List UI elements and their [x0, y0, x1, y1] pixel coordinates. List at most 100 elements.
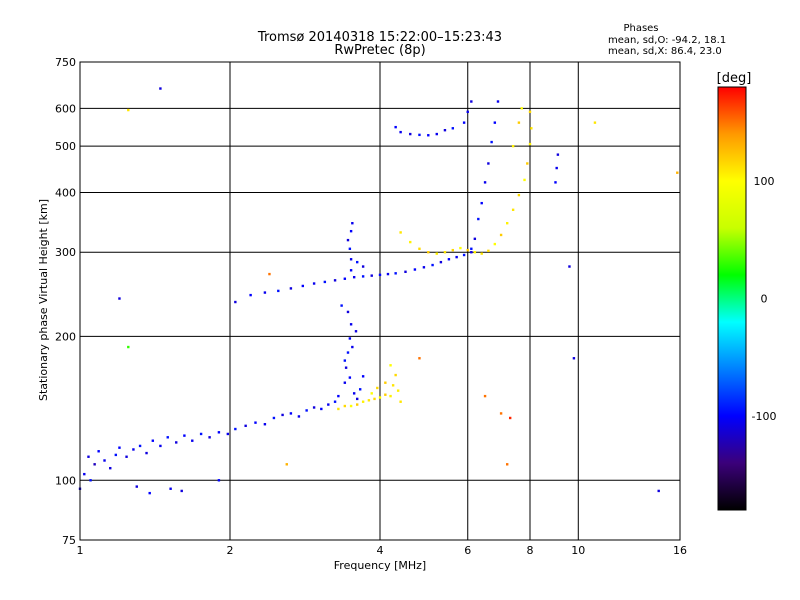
data-point [254, 421, 257, 424]
colorbar-tick-label: -100 [752, 410, 777, 423]
data-point [480, 201, 483, 205]
data-point [343, 359, 347, 362]
data-point [103, 459, 106, 462]
data-point [343, 404, 347, 408]
data-point [118, 297, 121, 300]
x-tick-labels: 1 2 4 6 8 10 16 [77, 544, 688, 557]
data-point [505, 222, 509, 225]
data-point [389, 394, 392, 398]
data-point [493, 121, 497, 124]
data-point [297, 415, 301, 418]
data-point [490, 140, 493, 144]
data-point [268, 272, 271, 276]
y-axis-label: Stationary phase Virtual Height [km] [37, 199, 50, 401]
data-point [320, 407, 323, 411]
data-point [358, 388, 362, 391]
y-tick-label: 500 [55, 140, 76, 153]
data-point [499, 233, 503, 237]
data-point [459, 246, 462, 250]
chart-subtitle: RwPretec (8p) [334, 43, 425, 58]
data-point [349, 323, 353, 326]
data-point [109, 466, 112, 470]
data-point [263, 291, 267, 294]
data-point [333, 400, 337, 403]
data-point [114, 453, 118, 457]
data-point [343, 381, 347, 384]
data-point [301, 284, 305, 288]
data-point [349, 258, 353, 261]
data-point [657, 489, 660, 493]
data-point [349, 404, 353, 408]
data-point [447, 258, 451, 261]
data-point [159, 87, 162, 90]
data-point [323, 280, 327, 284]
data-point [418, 357, 421, 360]
data-point [151, 439, 155, 442]
x-tick-label: 2 [227, 544, 234, 557]
data-point [234, 300, 237, 304]
data-point [361, 375, 365, 378]
data-point [404, 270, 407, 273]
data-point [352, 392, 356, 395]
data-point [593, 121, 597, 124]
data-point [370, 392, 373, 395]
data-point [505, 463, 509, 466]
colorbar-tick-labels: 100 0 -100 [752, 175, 777, 423]
data-point [568, 265, 571, 268]
data-point [496, 100, 500, 103]
data-point [676, 171, 679, 174]
data-point [191, 439, 194, 442]
data-point [394, 125, 397, 129]
data-point [470, 251, 473, 254]
data-point [351, 222, 354, 225]
data-point [145, 451, 148, 455]
data-point [572, 357, 576, 360]
data-point [378, 396, 382, 399]
chart-title: Tromsø 20140318 15:22:00–15:23:43 [257, 30, 502, 45]
data-point [462, 253, 466, 257]
data-point [337, 394, 340, 398]
data-point [289, 287, 293, 290]
data-point [487, 249, 490, 253]
data-point [399, 400, 402, 403]
data-point [556, 153, 560, 156]
data-point [361, 265, 365, 268]
data-point [349, 229, 353, 233]
data-point [435, 132, 438, 136]
y-tick-labels: 75 100 200 300 400 500 600 750 [55, 56, 76, 547]
y-tick-label: 750 [55, 56, 76, 69]
data-point [499, 412, 503, 415]
data-point [443, 251, 447, 254]
x-tick-label: 6 [464, 544, 471, 557]
data-point [355, 260, 359, 264]
data-point [312, 406, 316, 409]
data-point [97, 450, 100, 453]
data-point [312, 282, 316, 285]
data-point [480, 252, 483, 255]
data-point [528, 142, 532, 146]
data-point [439, 260, 443, 264]
data-point [394, 373, 397, 377]
data-point [183, 434, 186, 437]
data-point [346, 310, 350, 314]
data-point [427, 134, 430, 137]
data-point [466, 248, 469, 252]
data-point [277, 289, 280, 293]
data-point [376, 386, 379, 390]
phases-box: Phases mean, sd,O: -94.2, 18.1 mean, sd,… [608, 23, 726, 57]
data-point [305, 409, 308, 412]
x-tick-label: 8 [527, 544, 534, 557]
data-point [349, 269, 353, 272]
data-point [399, 130, 402, 134]
data-point [554, 181, 557, 184]
data-point [422, 266, 426, 269]
data-point [89, 479, 92, 482]
data-point [386, 272, 390, 276]
y-tick-label: 75 [62, 534, 76, 547]
data-point [135, 485, 138, 488]
x-tick-label: 4 [377, 544, 384, 557]
x-tick-label: 1 [77, 544, 84, 557]
data-point [384, 381, 387, 384]
colorbar [717, 86, 747, 511]
data-point [370, 274, 373, 277]
